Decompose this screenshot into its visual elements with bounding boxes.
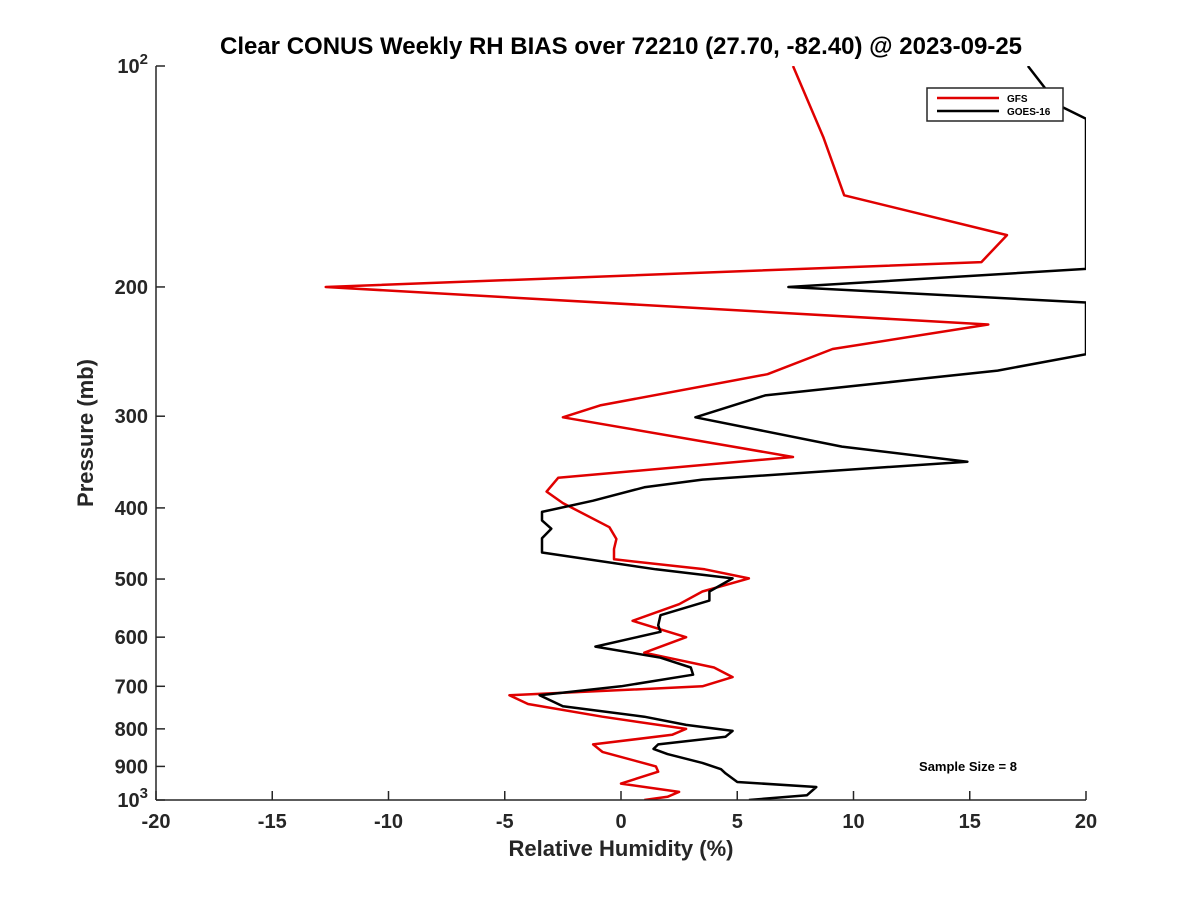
legend-box [926, 87, 1064, 122]
sample-size-annotation: Sample Size = 8 [919, 759, 1017, 774]
x-tick-label: 5 [732, 811, 743, 833]
y-tick-label-power: 102 [117, 51, 148, 78]
y-tick-label: 700 [115, 676, 148, 698]
series-line-goes-16 [538, 66, 1086, 800]
legend-entry: GOES-16 [1007, 107, 1051, 118]
x-axis-label: Relative Humidity (%) [509, 836, 734, 861]
series-layer [324, 66, 1086, 800]
y-tick-label: 500 [115, 569, 148, 591]
y-tick-label: 900 [115, 756, 148, 778]
x-tick-label: -20 [142, 811, 171, 833]
x-tick-label: -15 [258, 811, 287, 833]
series-line-gfs [324, 66, 1009, 800]
y-axis-label: Pressure (mb) [73, 359, 98, 507]
x-tick-label: -5 [496, 811, 514, 833]
chart-title: Clear CONUS Weekly RH BIAS over 72210 (2… [220, 33, 1022, 60]
y-tick-label: 200 [115, 277, 148, 299]
y-tick-label: 300 [115, 406, 148, 428]
legend: GFS GOES-16 [926, 87, 1064, 122]
y-tick-label-power: 103 [117, 785, 148, 812]
x-tick-label: 20 [1075, 811, 1097, 833]
y-tick-label: 800 [115, 719, 148, 741]
y-tick-label: 400 [115, 498, 148, 520]
y-tick-label: 600 [115, 627, 148, 649]
x-tick-label: 10 [842, 811, 864, 833]
x-tick-label: -10 [374, 811, 403, 833]
x-tick-label: 0 [615, 811, 626, 833]
legend-entry: GFS [1007, 94, 1028, 105]
axes-layer: -20 -15 -10 -5 0 5 10 15 20 200 300 400 500 600 700 800… [115, 51, 1098, 833]
x-tick-label: 15 [959, 811, 981, 833]
